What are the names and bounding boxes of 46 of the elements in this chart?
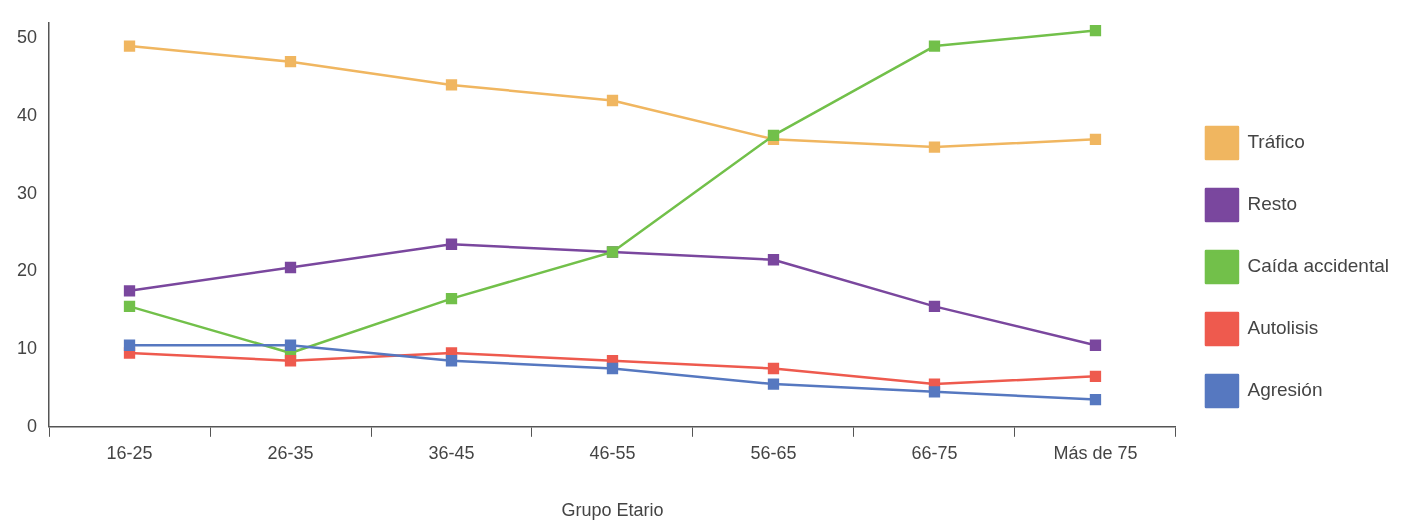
y-tick-label: 50: [16, 27, 38, 48]
x-tick-label: 56-65: [750, 442, 797, 463]
point: [606, 362, 619, 375]
point: [1089, 133, 1102, 145]
x-tick-label: 66-75: [911, 442, 958, 463]
point: [123, 40, 136, 52]
point: [606, 94, 619, 107]
point: [284, 55, 297, 68]
point: [445, 79, 458, 91]
point: [928, 40, 941, 52]
point: [123, 339, 136, 351]
point: [767, 129, 780, 142]
y-tick-label: 20: [16, 260, 38, 281]
point: [284, 355, 297, 367]
y-tick-label: 40: [16, 105, 38, 125]
legend-label: Resto: [1247, 193, 1298, 215]
y-tick-label: 30: [16, 182, 38, 203]
point: [123, 300, 136, 313]
point: [928, 386, 941, 398]
point: [767, 362, 780, 375]
x-axis-title: Grupo Etario: [561, 500, 664, 521]
x-tick-label: Más de 75: [1053, 442, 1138, 463]
legend-label: Autolisis: [1247, 317, 1319, 339]
x-tick-label: 16-25: [106, 442, 153, 463]
point: [445, 238, 458, 250]
legend-label: Tráfico: [1247, 131, 1305, 153]
point: [1089, 339, 1102, 351]
x-tick-label: 46-55: [589, 442, 636, 463]
point: [1089, 24, 1102, 37]
point: [928, 300, 941, 313]
point: [284, 339, 297, 351]
y-tick-label: 0: [27, 415, 38, 436]
point: [1089, 393, 1102, 406]
point: [928, 141, 941, 153]
y-tick-label: 10: [16, 338, 38, 359]
x-tick-label: 26-35: [267, 442, 314, 463]
point: [445, 355, 458, 367]
x-tick-label: 36-45: [428, 442, 475, 463]
legend-label: Agresión: [1247, 379, 1323, 401]
point: [767, 254, 780, 266]
legend-label: Caída accidental: [1247, 255, 1390, 277]
point: [123, 285, 136, 297]
point: [767, 378, 780, 390]
point: [1089, 370, 1102, 382]
point: [445, 292, 458, 305]
point: [284, 261, 297, 274]
